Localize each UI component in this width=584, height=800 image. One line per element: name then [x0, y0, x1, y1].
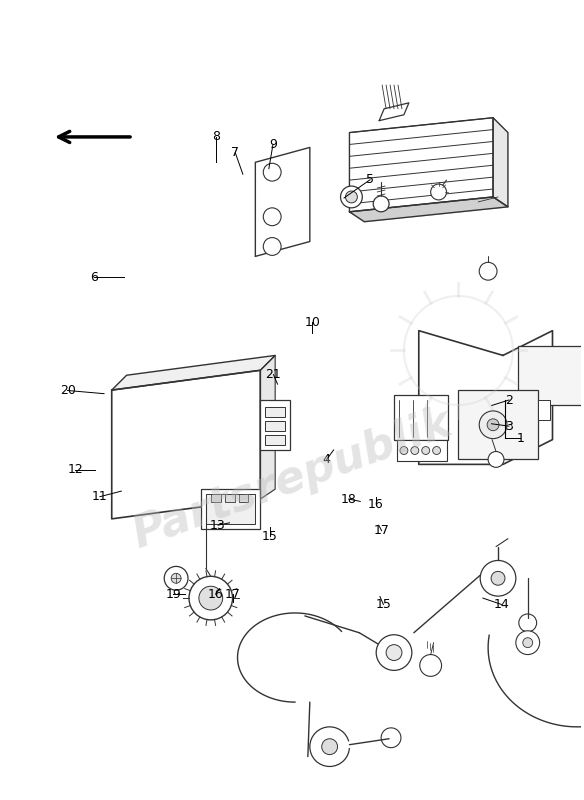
Text: 17: 17 [225, 588, 241, 601]
Circle shape [487, 419, 499, 430]
Circle shape [199, 586, 223, 610]
Bar [260, 400, 290, 450]
Text: 11: 11 [92, 490, 108, 503]
Circle shape [479, 411, 507, 438]
Circle shape [322, 738, 338, 754]
Circle shape [519, 614, 537, 632]
Bar [397, 440, 447, 462]
Text: 2: 2 [505, 394, 513, 406]
Bar [211, 494, 221, 502]
Circle shape [386, 645, 402, 661]
Text: 3: 3 [505, 420, 513, 433]
Text: 6: 6 [91, 270, 98, 284]
Circle shape [411, 446, 419, 454]
Bar [265, 407, 285, 417]
Text: 16: 16 [208, 588, 224, 601]
Circle shape [422, 446, 430, 454]
Circle shape [263, 238, 281, 255]
Circle shape [340, 186, 362, 208]
Circle shape [373, 196, 389, 212]
Text: 9: 9 [269, 138, 277, 151]
Polygon shape [260, 355, 275, 499]
Text: Partsrepublik: Partsrepublik [126, 402, 458, 557]
Bar [265, 434, 285, 445]
Text: 5: 5 [366, 174, 374, 186]
Circle shape [480, 561, 516, 596]
Polygon shape [349, 118, 493, 212]
Circle shape [420, 654, 442, 676]
Circle shape [488, 451, 504, 467]
Circle shape [400, 446, 408, 454]
Circle shape [433, 446, 440, 454]
Text: 15: 15 [262, 530, 278, 542]
Bar [458, 390, 538, 459]
Circle shape [430, 184, 447, 200]
Text: 14: 14 [493, 598, 509, 611]
Text: 4: 4 [323, 453, 331, 466]
Bar [582, 360, 584, 390]
Bar [201, 489, 260, 529]
Bar [538, 400, 550, 420]
Circle shape [346, 191, 357, 203]
Bar [265, 421, 285, 430]
Text: 8: 8 [211, 130, 220, 143]
Text: 1: 1 [517, 431, 524, 445]
Circle shape [189, 576, 232, 620]
Polygon shape [379, 103, 409, 121]
Circle shape [516, 630, 540, 654]
Polygon shape [349, 197, 508, 222]
Text: 18: 18 [340, 493, 357, 506]
Bar [394, 395, 449, 440]
Circle shape [164, 566, 188, 590]
Circle shape [171, 574, 181, 583]
Bar [206, 494, 255, 524]
Polygon shape [419, 330, 552, 464]
Bar [518, 346, 582, 405]
Circle shape [479, 262, 497, 280]
Text: 12: 12 [67, 463, 83, 476]
Circle shape [263, 163, 281, 181]
Circle shape [381, 728, 401, 748]
Text: 13: 13 [210, 518, 226, 532]
Text: 21: 21 [266, 368, 281, 381]
Circle shape [263, 208, 281, 226]
Text: 17: 17 [374, 524, 390, 538]
Text: 19: 19 [165, 588, 181, 601]
Polygon shape [493, 118, 508, 207]
Circle shape [491, 571, 505, 586]
Circle shape [376, 634, 412, 670]
Bar [238, 494, 248, 502]
Circle shape [310, 727, 349, 766]
Text: 10: 10 [304, 316, 320, 329]
Polygon shape [255, 147, 310, 256]
Bar [225, 494, 235, 502]
Text: 20: 20 [60, 384, 75, 397]
Polygon shape [112, 370, 260, 519]
Text: 15: 15 [376, 598, 391, 611]
Text: 7: 7 [231, 146, 239, 159]
Text: 16: 16 [368, 498, 384, 511]
Circle shape [523, 638, 533, 648]
Polygon shape [112, 355, 275, 390]
